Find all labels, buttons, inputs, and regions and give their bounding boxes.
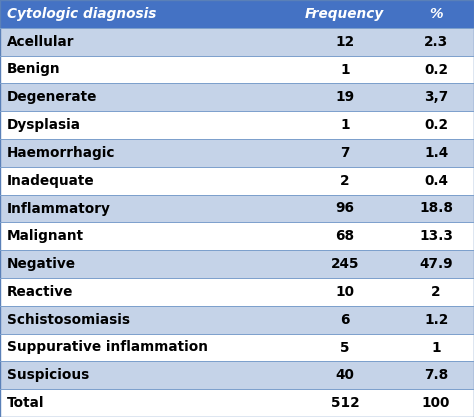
Text: 13.3: 13.3 [419, 229, 453, 243]
Bar [0, 278, 474, 306]
Bar [0, 111, 474, 139]
Text: Cytologic diagnosis: Cytologic diagnosis [7, 7, 156, 21]
Text: 18.8: 18.8 [419, 201, 453, 216]
Text: Reactive: Reactive [7, 285, 73, 299]
Text: 3,7: 3,7 [424, 90, 448, 104]
Text: Benign: Benign [7, 63, 61, 76]
Bar [0, 334, 474, 362]
Text: 2: 2 [340, 174, 350, 188]
Text: Schistosomiasis: Schistosomiasis [7, 313, 130, 327]
Bar [0, 250, 474, 278]
Text: 512: 512 [330, 396, 359, 410]
Bar [0, 139, 474, 167]
Text: 2: 2 [431, 285, 441, 299]
Bar [0, 83, 474, 111]
Text: 12: 12 [335, 35, 355, 49]
Text: 47.9: 47.9 [419, 257, 453, 271]
Bar [0, 222, 474, 250]
Text: 1.2: 1.2 [424, 313, 448, 327]
Text: Suppurative inflammation: Suppurative inflammation [7, 341, 208, 354]
Bar [0, 167, 474, 195]
Text: 1: 1 [431, 341, 441, 354]
Bar [0, 195, 474, 222]
Bar [0, 55, 474, 83]
Bar [0, 28, 474, 55]
Text: 245: 245 [330, 257, 359, 271]
Bar [0, 389, 474, 417]
Text: 96: 96 [335, 201, 355, 216]
Text: 1.4: 1.4 [424, 146, 448, 160]
Bar [0, 0, 474, 28]
Text: 40: 40 [336, 368, 354, 382]
Text: Inflammatory: Inflammatory [7, 201, 111, 216]
Text: Negative: Negative [7, 257, 76, 271]
Text: 68: 68 [335, 229, 355, 243]
Text: Degenerate: Degenerate [7, 90, 98, 104]
Text: 7: 7 [340, 146, 350, 160]
Text: 1: 1 [340, 118, 350, 132]
Text: Dysplasia: Dysplasia [7, 118, 81, 132]
Text: 6: 6 [340, 313, 350, 327]
Text: Inadequate: Inadequate [7, 174, 95, 188]
Text: Total: Total [7, 396, 45, 410]
Text: 19: 19 [335, 90, 355, 104]
Text: Frequency: Frequency [305, 7, 384, 21]
Text: Malignant: Malignant [7, 229, 84, 243]
Text: 0.2: 0.2 [424, 118, 448, 132]
Text: Haemorrhagic: Haemorrhagic [7, 146, 116, 160]
Bar [0, 362, 474, 389]
Text: 2.3: 2.3 [424, 35, 448, 49]
Text: %: % [429, 7, 443, 21]
Bar [0, 306, 474, 334]
Text: 0.4: 0.4 [424, 174, 448, 188]
Text: Acellular: Acellular [7, 35, 74, 49]
Text: 10: 10 [335, 285, 355, 299]
Text: 0.2: 0.2 [424, 63, 448, 76]
Text: 7.8: 7.8 [424, 368, 448, 382]
Text: 100: 100 [422, 396, 450, 410]
Text: 1: 1 [340, 63, 350, 76]
Text: Suspicious: Suspicious [7, 368, 90, 382]
Text: 5: 5 [340, 341, 350, 354]
